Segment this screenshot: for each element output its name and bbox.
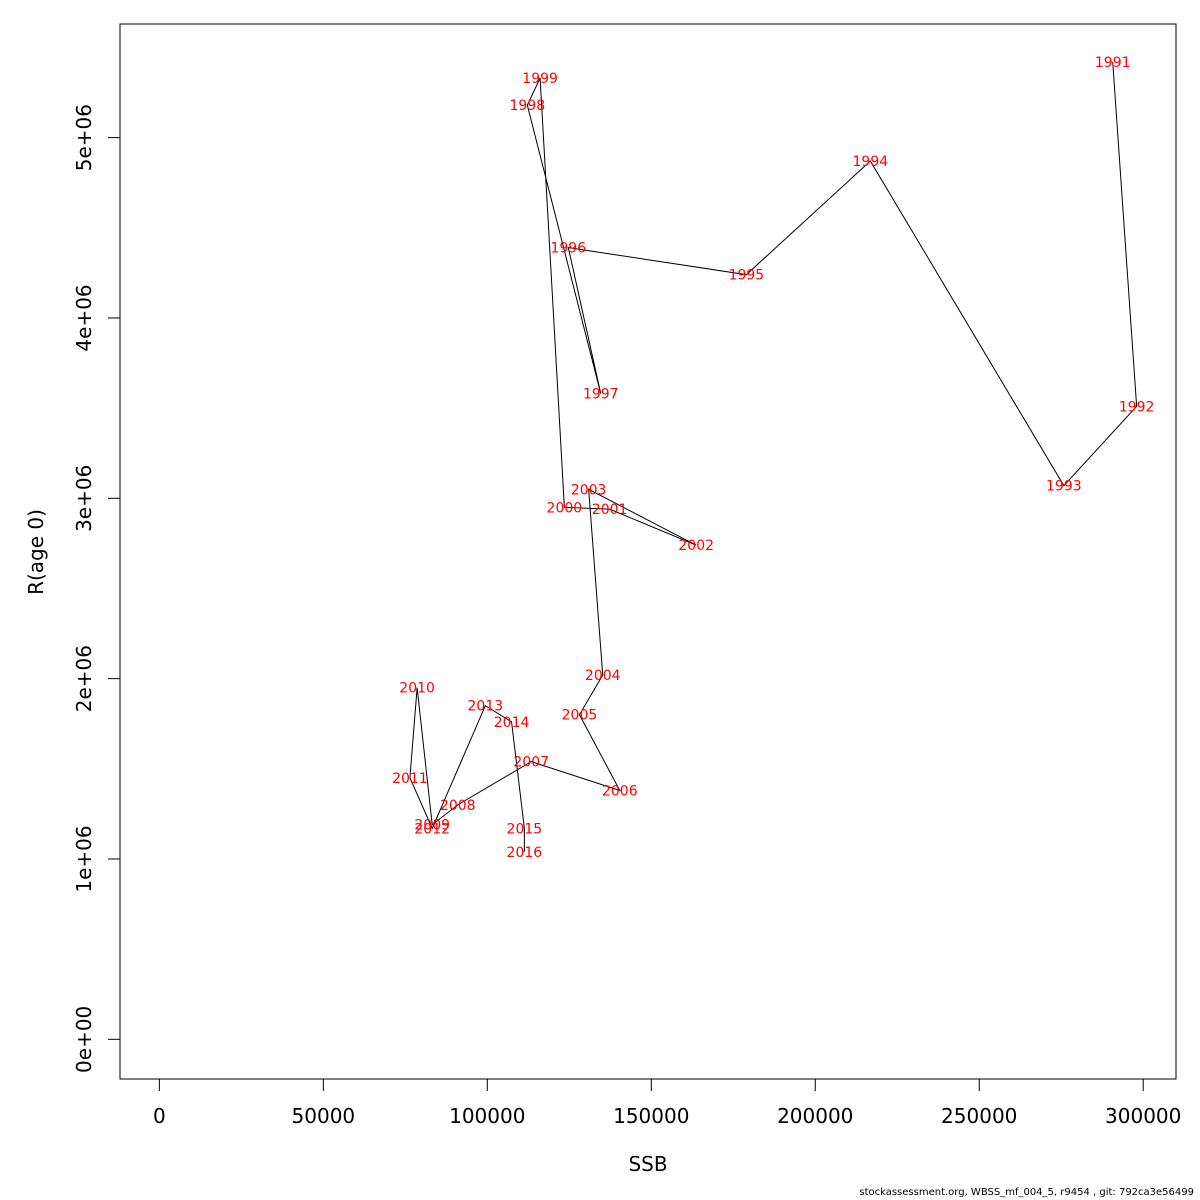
- point-label: 1993: [1046, 479, 1082, 495]
- x-axis: 0 50000 100000 150000 200000 250000 300000: [153, 1078, 1181, 1128]
- y-tick-label: 0e+00: [72, 1006, 96, 1073]
- point-label: 2002: [678, 538, 714, 554]
- y-tick-label: 4e+06: [72, 284, 96, 351]
- point-label: 2012: [414, 821, 450, 837]
- trajectory-line: [409, 61, 1138, 852]
- point-label: 2005: [562, 708, 598, 724]
- point-label: 1997: [583, 387, 619, 403]
- point-label: 2007: [513, 755, 549, 771]
- point-label: 1994: [853, 154, 889, 170]
- point-label: 2004: [585, 668, 621, 684]
- x-tick-label: 150000: [613, 1104, 689, 1128]
- data-series: 1991 1992 1993 1994 1995 1996 1997 1998 1999 2000…: [392, 55, 1154, 861]
- x-tick-label: 200000: [777, 1104, 853, 1128]
- point-label: 2011: [392, 771, 428, 787]
- point-label: 2008: [440, 798, 476, 814]
- point-label: 1996: [550, 241, 586, 257]
- x-tick-label: 300000: [1105, 1104, 1181, 1128]
- x-tick-label: 50000: [292, 1104, 356, 1128]
- y-tick-label: 5e+06: [72, 104, 96, 171]
- y-axis: 0e+00 1e+06 2e+06 3e+06 4e+06 5e+06: [72, 104, 121, 1073]
- x-tick-label: 250000: [941, 1104, 1017, 1128]
- point-label: 1991: [1095, 55, 1131, 71]
- x-tick-label: 0: [153, 1104, 166, 1128]
- point-label: 2010: [399, 681, 435, 697]
- point-label: 2016: [507, 845, 543, 861]
- point-label: 2001: [592, 502, 628, 518]
- point-label: 2006: [602, 783, 638, 799]
- point-label: 2013: [468, 699, 504, 715]
- point-label: 1999: [522, 71, 558, 87]
- x-tick-label: 100000: [449, 1104, 525, 1128]
- y-tick-label: 3e+06: [72, 465, 96, 532]
- point-label: 2014: [494, 715, 530, 731]
- y-tick-label: 1e+06: [72, 825, 96, 892]
- y-axis-title: R(age 0): [24, 509, 48, 595]
- x-axis-title: SSB: [628, 1152, 667, 1176]
- point-label: 2015: [507, 821, 543, 837]
- point-label: 2003: [571, 482, 607, 498]
- point-label: 1995: [729, 268, 765, 284]
- point-label: 1998: [509, 98, 545, 114]
- point-label: 1992: [1119, 399, 1155, 415]
- point-label: 2000: [547, 500, 583, 516]
- footer-credit: stockassessment.org, WBSS_mf_004_5, r945…: [859, 1187, 1194, 1198]
- plot-frame: [119, 23, 1177, 1080]
- point-label: 2009: [414, 818, 450, 834]
- y-tick-label: 2e+06: [72, 645, 96, 712]
